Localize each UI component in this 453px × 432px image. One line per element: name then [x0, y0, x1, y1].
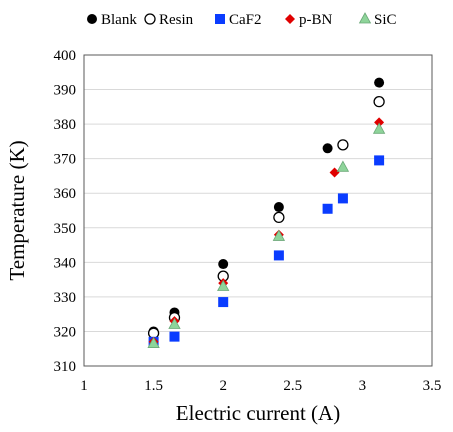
legend-item-sic: SiC	[358, 12, 397, 28]
data-point-sic	[372, 122, 386, 134]
legend-marker-resin	[144, 13, 156, 25]
data-point-sic	[336, 160, 350, 172]
x-tick-label: 2	[219, 378, 227, 394]
y-axis-title: Temperature (K)	[5, 140, 29, 280]
data-point-caf2	[322, 203, 333, 214]
data-point-sic	[217, 279, 230, 291]
legend-marker-p-bn	[285, 14, 295, 24]
legend-marker-blank	[87, 14, 97, 24]
x-tick-label: 1	[80, 378, 88, 394]
data-point-caf2	[218, 297, 229, 308]
y-tick-label: 350	[54, 221, 77, 237]
data-point-blank	[374, 77, 385, 88]
y-axis-ticks: 310 320 330 340 350 360 370 380 390 400	[54, 48, 77, 375]
data-point-caf2	[273, 250, 284, 261]
data-point-caf2	[169, 331, 180, 342]
y-tick-label: 360	[54, 186, 77, 202]
y-tick-label: 320	[54, 324, 77, 340]
y-tick-label: 340	[54, 255, 77, 271]
data-point-p-bn	[374, 117, 385, 128]
y-tick-label: 400	[54, 48, 77, 64]
legend-label-p-bn: p-BN	[299, 12, 333, 28]
y-tick-label: 390	[54, 83, 77, 99]
x-axis-title: Electric current (A)	[176, 401, 340, 425]
plot-area-frame	[83, 54, 433, 367]
legend-item-resin: Resin	[144, 12, 194, 28]
data-point-resin	[147, 327, 160, 339]
legend-item-caf2: CaF2	[215, 12, 262, 28]
legend: Blank Resin CaF2 p-BN SiC	[87, 12, 397, 28]
legend-item-blank: Blank	[87, 12, 137, 28]
data-point-p-bn	[329, 167, 340, 178]
legend-label-caf2: CaF2	[229, 12, 262, 28]
x-axis-ticks: 1 1.5 2 2.5 3 3.5	[80, 378, 441, 394]
data-point-sic	[168, 317, 181, 329]
data-point-sic	[272, 229, 286, 241]
data-point-blank	[273, 202, 284, 213]
data-markers	[147, 77, 386, 348]
legend-marker-caf2	[215, 14, 225, 24]
legend-label-resin: Resin	[159, 12, 194, 28]
data-point-blank	[322, 143, 333, 154]
data-point-sic	[147, 336, 160, 348]
data-point-blank	[218, 259, 229, 270]
y-tick-label: 330	[54, 290, 77, 306]
x-tick-label: 2.5	[283, 378, 302, 394]
x-tick-label: 3	[359, 378, 367, 394]
x-tick-label: 3.5	[423, 378, 442, 394]
x-tick-label: 1.5	[144, 378, 163, 394]
y-tick-label: 370	[54, 152, 77, 168]
legend-label-sic: SiC	[374, 12, 397, 28]
data-point-caf2	[374, 155, 385, 166]
y-tick-label: 310	[54, 359, 77, 375]
data-point-resin	[337, 139, 349, 151]
legend-marker-sic	[358, 12, 372, 24]
legend-item-p-bn: p-BN	[285, 12, 333, 28]
legend-label-blank: Blank	[101, 12, 137, 28]
data-point-resin	[273, 211, 285, 224]
data-point-resin	[373, 96, 385, 108]
data-point-caf2	[337, 193, 348, 204]
y-tick-label: 380	[54, 117, 77, 133]
